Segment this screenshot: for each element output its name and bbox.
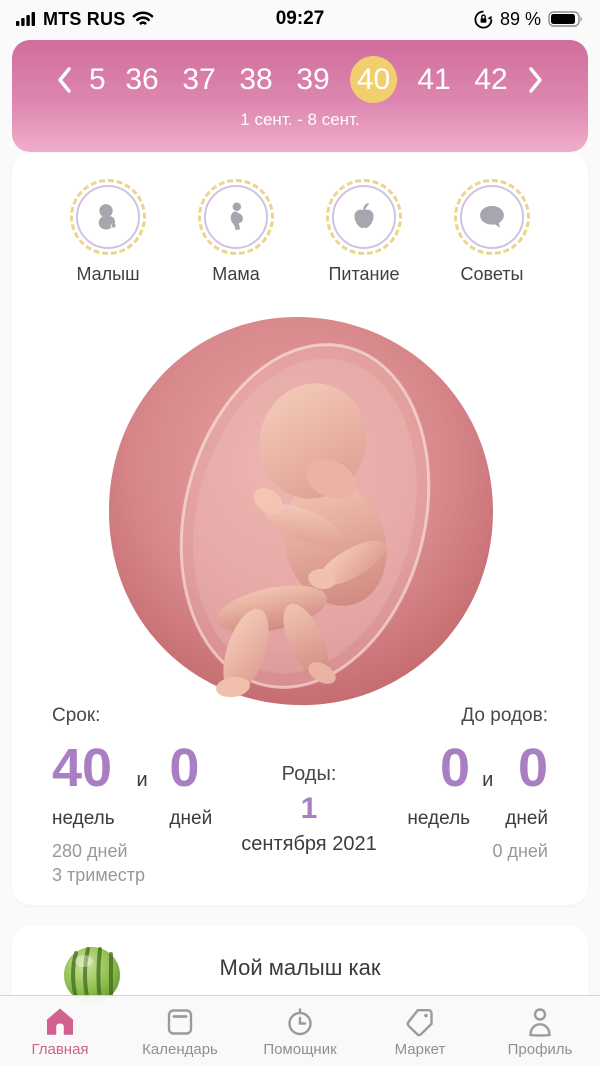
wifi-icon	[133, 11, 154, 25]
status-bar: MTS RUS 09:27 89 %	[0, 0, 600, 38]
tab-assistant[interactable]: Помощник	[240, 996, 360, 1058]
pregnancy-stats: Срок: 40 и 0 недель дней 280 дней 3 трим…	[12, 705, 588, 888]
week-item-38[interactable]: 38	[239, 62, 273, 96]
apple-icon	[354, 203, 374, 228]
term-weeks-value: 40	[52, 738, 113, 798]
category-mama-button[interactable]: Мама	[186, 179, 286, 285]
chat-bubble-icon	[480, 205, 504, 228]
week-item-39[interactable]: 39	[296, 62, 330, 96]
until-days-value: 0	[517, 738, 548, 798]
term-and: и	[136, 769, 148, 791]
tab-calendar-label: Календарь	[142, 1041, 218, 1058]
battery-icon	[548, 11, 582, 27]
term-block: Срок: 40 и 0 недель дней 280 дней 3 трим…	[52, 705, 220, 888]
tab-calendar[interactable]: Календарь	[120, 996, 240, 1058]
until-birth-label: До родов:	[461, 705, 548, 726]
week-item-partial[interactable]: 5	[89, 62, 105, 96]
term-total-days: 280 дней 3 триместр	[52, 841, 145, 886]
tab-profile[interactable]: Профиль	[480, 996, 600, 1058]
category-tips-label: Советы	[460, 264, 524, 284]
tab-profile-label: Профиль	[507, 1041, 573, 1058]
cellular-signal-icon	[16, 12, 35, 26]
until-and: и	[482, 769, 494, 791]
category-nutrition-label: Питание	[328, 264, 400, 284]
birth-label: Роды:	[281, 763, 337, 785]
week-date-range: 1 сент. - 8 сент.	[240, 110, 360, 129]
term-weeks-unit: недель	[52, 808, 115, 829]
category-mama-label: Мама	[212, 264, 260, 284]
category-nutrition-button[interactable]: Питание	[314, 179, 414, 285]
carrier-label: MTS RUS	[43, 8, 126, 29]
until-total-days: 0 дней	[492, 841, 548, 861]
baby-size-title: Мой малыш как	[219, 955, 381, 980]
birth-month-year: сентября 2021	[241, 833, 377, 855]
clock-time: 09:27	[275, 8, 325, 29]
orientation-lock-icon	[474, 10, 493, 28]
term-days-unit: дней	[169, 808, 213, 829]
until-days-unit: дней	[505, 808, 548, 829]
fetus-icon	[98, 204, 116, 230]
main-card: Малыш Мама Питание	[12, 153, 588, 905]
until-weeks-unit: недель	[407, 808, 471, 829]
chevron-right-icon[interactable]	[528, 66, 544, 94]
pregnant-woman-icon	[230, 202, 243, 230]
week-item-42[interactable]: 42	[474, 62, 508, 96]
fetus-illustration	[100, 311, 500, 709]
tab-home-label: Главная	[31, 1041, 89, 1058]
category-baby-button[interactable]: Малыш	[58, 179, 158, 285]
birth-block: Роды: 1 сентября 2021	[220, 705, 398, 888]
week-selector-header: 5 36 37 38 39 40 41 42 1 сент. - 8 сент.	[12, 40, 588, 152]
person-icon	[529, 1007, 551, 1037]
term-label: Срок:	[52, 705, 101, 726]
battery-percent-label: 89 %	[499, 8, 541, 29]
term-days-value: 0	[169, 738, 200, 798]
home-icon	[47, 1008, 73, 1035]
chevron-left-icon[interactable]	[56, 66, 72, 94]
clock-icon	[288, 1007, 312, 1035]
category-row: Малыш Мама Питание	[12, 153, 588, 285]
until-weeks-value: 0	[440, 738, 471, 798]
tab-bar: Главная Календарь Помощник	[0, 995, 600, 1066]
week-item-37[interactable]: 37	[182, 62, 216, 96]
category-tips-button[interactable]: Советы	[442, 179, 542, 285]
week-item-40-selected[interactable]: 40	[350, 56, 397, 103]
calendar-icon	[167, 1008, 193, 1035]
category-baby-label: Малыш	[76, 264, 140, 284]
tab-market[interactable]: Маркет	[360, 996, 480, 1058]
week-item-41[interactable]: 41	[417, 62, 451, 96]
tab-assistant-label: Помощник	[263, 1041, 337, 1058]
week-item-36[interactable]: 36	[125, 62, 159, 96]
until-birth-block: До родов: 0 и 0 недель дней 0 дней	[398, 705, 548, 888]
birth-day: 1	[300, 792, 318, 825]
tab-home[interactable]: Главная	[0, 996, 120, 1058]
weeks-row: 5 36 37 38 39 40 41 42	[12, 40, 588, 103]
tag-icon	[406, 1008, 433, 1036]
tab-market-label: Маркет	[394, 1041, 446, 1058]
